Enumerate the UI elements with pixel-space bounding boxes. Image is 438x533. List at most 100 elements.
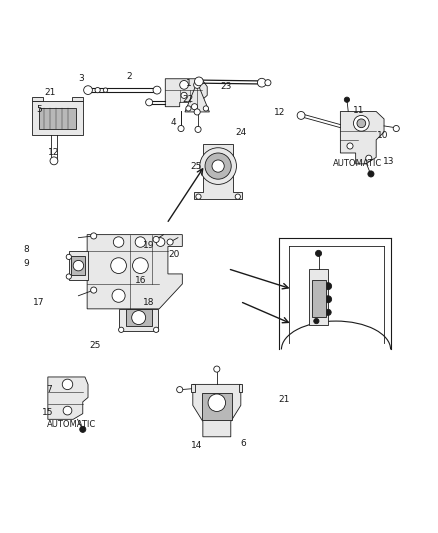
Circle shape — [95, 87, 100, 93]
Bar — [69, 251, 88, 280]
Text: 18: 18 — [142, 298, 154, 307]
Circle shape — [203, 106, 208, 111]
Text: 4: 4 — [170, 118, 176, 127]
Circle shape — [103, 88, 108, 92]
Circle shape — [66, 274, 71, 279]
Circle shape — [181, 92, 187, 99]
Circle shape — [132, 311, 146, 325]
Polygon shape — [48, 377, 88, 419]
Text: 2: 2 — [127, 71, 132, 80]
Circle shape — [194, 82, 201, 88]
Circle shape — [178, 125, 184, 132]
Circle shape — [50, 157, 58, 165]
Text: 21: 21 — [44, 88, 55, 97]
Circle shape — [153, 327, 159, 333]
Polygon shape — [87, 235, 182, 309]
Circle shape — [196, 194, 201, 199]
Circle shape — [325, 296, 332, 303]
Bar — [191, 384, 195, 392]
Circle shape — [135, 237, 146, 247]
Text: 22: 22 — [182, 95, 193, 104]
Circle shape — [153, 86, 161, 94]
Text: 25: 25 — [191, 163, 202, 172]
Circle shape — [191, 103, 198, 110]
Circle shape — [84, 86, 92, 94]
Circle shape — [91, 287, 97, 293]
Circle shape — [119, 327, 124, 333]
Circle shape — [146, 99, 152, 106]
Circle shape — [208, 394, 226, 411]
Bar — [309, 269, 328, 326]
Text: 3: 3 — [78, 74, 85, 83]
Bar — [201, 393, 232, 420]
Bar — [72, 97, 83, 101]
Polygon shape — [194, 144, 242, 199]
Circle shape — [112, 289, 125, 302]
Bar — [126, 309, 152, 326]
Circle shape — [214, 366, 220, 372]
Text: 5: 5 — [36, 105, 42, 114]
Circle shape — [325, 282, 332, 289]
Circle shape — [66, 254, 71, 260]
Circle shape — [177, 386, 183, 393]
Text: 11: 11 — [353, 106, 364, 115]
Text: 14: 14 — [191, 441, 202, 450]
Polygon shape — [185, 82, 209, 112]
Polygon shape — [165, 79, 207, 111]
Circle shape — [153, 236, 159, 243]
Circle shape — [235, 194, 240, 199]
Bar — [32, 101, 83, 135]
Text: 20: 20 — [169, 250, 180, 259]
Circle shape — [180, 80, 188, 89]
Circle shape — [344, 97, 350, 102]
Bar — [71, 256, 85, 275]
Text: 19: 19 — [142, 241, 154, 250]
Bar — [239, 384, 242, 392]
Circle shape — [325, 309, 331, 316]
Circle shape — [314, 318, 319, 324]
Text: 9: 9 — [23, 259, 29, 268]
Circle shape — [200, 148, 237, 184]
Circle shape — [156, 238, 165, 246]
Text: 12: 12 — [274, 108, 285, 117]
Circle shape — [265, 79, 271, 86]
Bar — [119, 309, 158, 330]
Circle shape — [393, 125, 399, 132]
Circle shape — [111, 258, 127, 273]
Circle shape — [366, 155, 372, 161]
Circle shape — [258, 78, 266, 87]
Circle shape — [113, 237, 124, 247]
Circle shape — [347, 143, 353, 149]
Circle shape — [167, 239, 173, 245]
Text: 13: 13 — [383, 157, 394, 166]
Circle shape — [91, 233, 97, 239]
Text: 8: 8 — [23, 245, 29, 254]
Circle shape — [195, 126, 201, 133]
Text: AUTOMATIC: AUTOMATIC — [47, 420, 96, 429]
Text: 25: 25 — [89, 342, 100, 351]
Bar — [39, 108, 76, 128]
Circle shape — [212, 160, 224, 172]
Circle shape — [80, 426, 86, 432]
Circle shape — [205, 153, 231, 179]
Text: 15: 15 — [42, 408, 53, 417]
Circle shape — [186, 106, 191, 111]
Circle shape — [63, 406, 72, 415]
Text: AUTOMATIC: AUTOMATIC — [333, 159, 382, 168]
Text: 21: 21 — [278, 395, 290, 404]
Circle shape — [62, 379, 73, 390]
Text: 7: 7 — [46, 385, 52, 394]
Text: 24: 24 — [235, 127, 247, 136]
Circle shape — [194, 109, 200, 115]
Circle shape — [315, 251, 321, 256]
Text: 12: 12 — [48, 148, 60, 157]
Circle shape — [194, 77, 203, 86]
Circle shape — [353, 116, 369, 131]
Text: 10: 10 — [377, 131, 389, 140]
Circle shape — [133, 258, 148, 273]
Bar — [32, 97, 43, 101]
Circle shape — [368, 171, 374, 177]
Polygon shape — [340, 111, 384, 164]
Circle shape — [297, 111, 305, 119]
Text: 6: 6 — [240, 439, 246, 448]
